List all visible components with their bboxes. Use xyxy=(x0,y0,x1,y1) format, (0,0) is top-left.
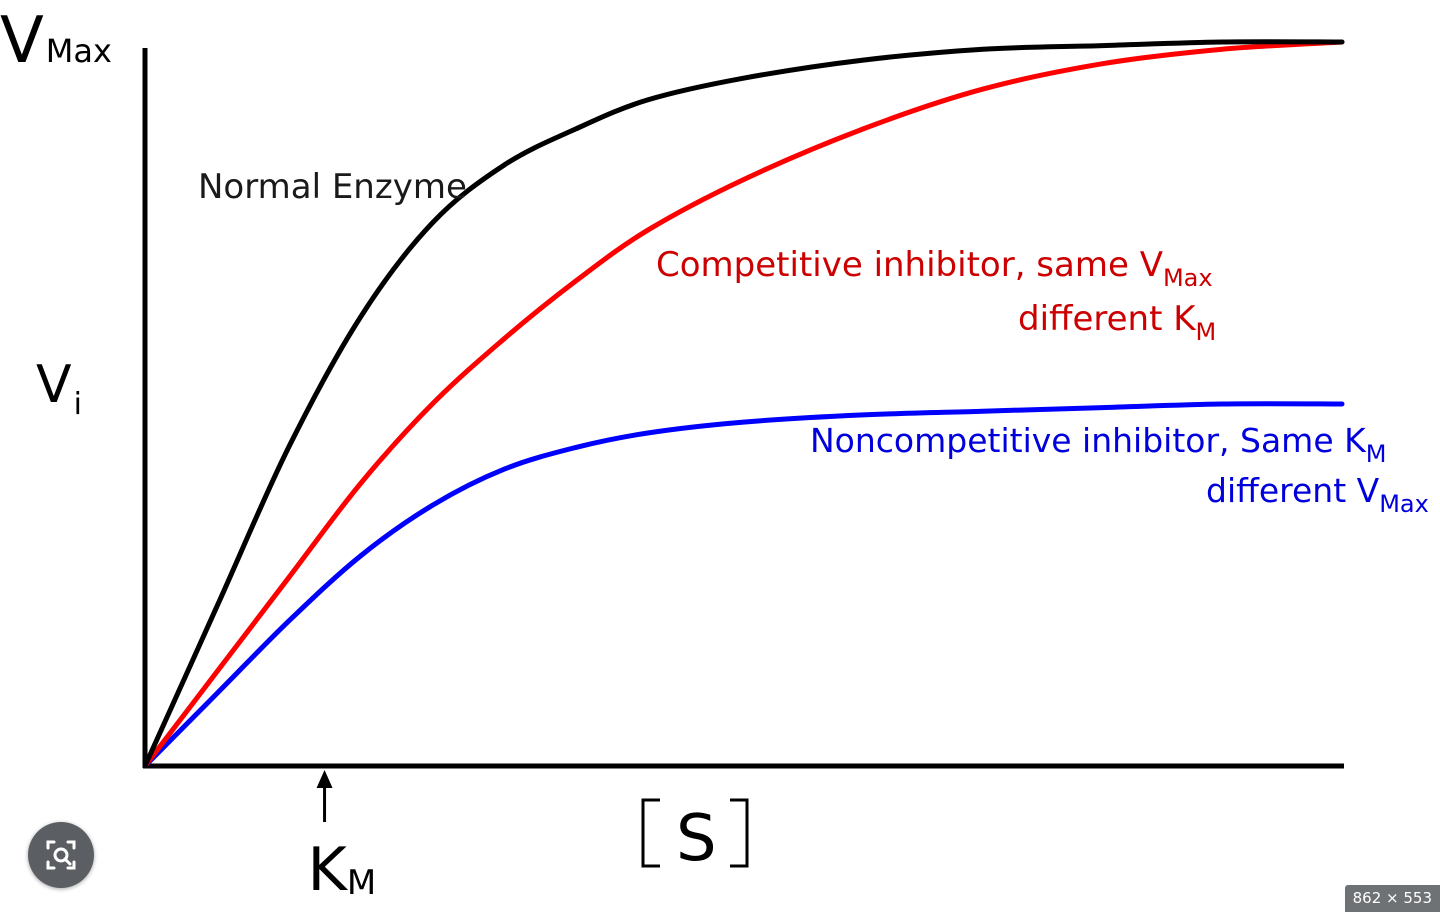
y-mid-label-sub: i xyxy=(74,387,82,422)
x-label-right-bracket xyxy=(730,798,749,868)
image-search-icon xyxy=(46,840,76,870)
image-dimensions-badge: 862 × 553 xyxy=(1344,885,1440,912)
y-axis-mid-label: Vi xyxy=(36,355,82,422)
km-label: KM xyxy=(308,835,377,905)
km-arrow-head xyxy=(316,770,333,788)
competitive-line1-main: Competitive inhibitor, same V xyxy=(656,245,1163,285)
y-top-label-sub: Max xyxy=(46,32,112,70)
y-axis-top-label: VMax xyxy=(0,4,112,78)
series-line-normal xyxy=(142,39,1345,769)
km-label-sub: M xyxy=(347,863,376,903)
series-layer xyxy=(142,39,1345,769)
noncompetitive-line1-main: Noncompetitive inhibitor, Same K xyxy=(810,421,1367,460)
km-label-main: K xyxy=(308,835,349,905)
competitive-label-line1: Competitive inhibitor, same VMax xyxy=(656,245,1213,292)
competitive-line2-main: different K xyxy=(1018,299,1197,339)
y-top-label-main: V xyxy=(0,4,44,78)
x-label-left-bracket xyxy=(641,798,660,868)
x-axis-label: S xyxy=(641,798,749,876)
noncompetitive-line1-sub: M xyxy=(1366,440,1387,468)
competitive-line2-sub: M xyxy=(1196,318,1217,346)
y-mid-label-main: V xyxy=(36,355,72,415)
series-line-competitive xyxy=(142,39,1345,769)
competitive-label-line2: different KM xyxy=(1018,299,1216,346)
normal-enzyme-label: Normal Enzyme xyxy=(198,167,467,207)
series-line-noncompetitive xyxy=(142,401,1345,769)
x-label-text: S xyxy=(676,802,717,876)
km-marker: KM xyxy=(308,770,377,905)
noncompetitive-label-line2: different VMax xyxy=(1206,471,1429,518)
noncompetitive-line2-sub: Max xyxy=(1379,490,1429,518)
noncompetitive-label-line1: Noncompetitive inhibitor, Same KM xyxy=(810,421,1386,468)
competitive-line1-sub: Max xyxy=(1163,264,1213,292)
image-search-button[interactable] xyxy=(28,822,94,888)
noncompetitive-line2-main: different V xyxy=(1206,471,1380,510)
